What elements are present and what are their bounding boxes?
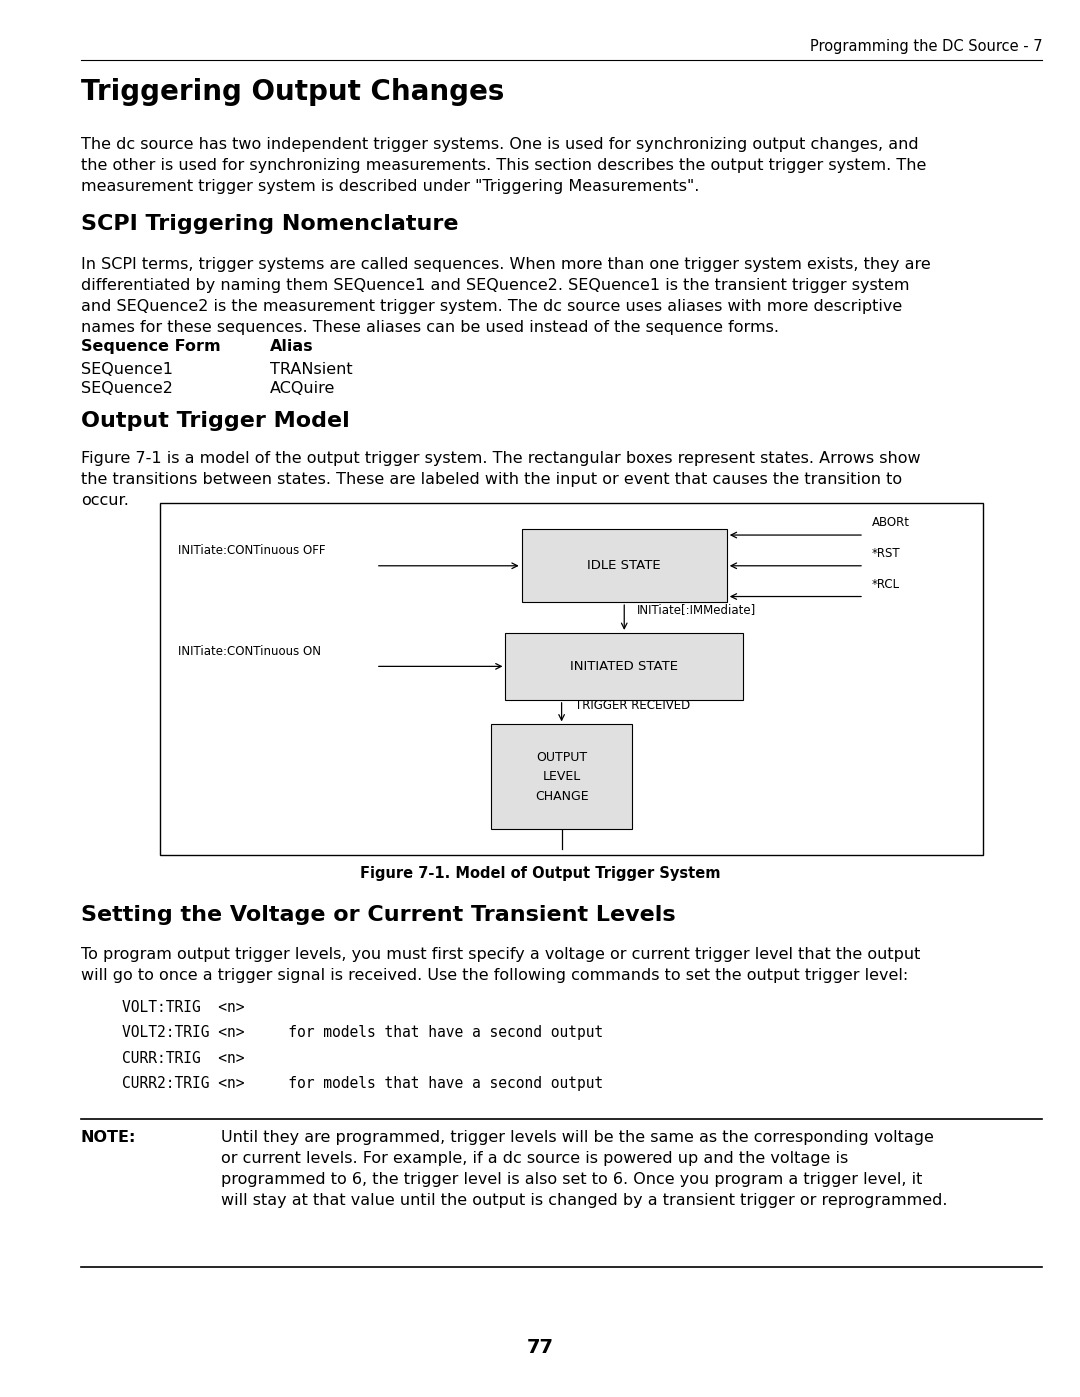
FancyBboxPatch shape: [491, 724, 632, 830]
Text: SCPI Triggering Nomenclature: SCPI Triggering Nomenclature: [81, 214, 459, 233]
Text: Programming the DC Source - 7: Programming the DC Source - 7: [810, 39, 1042, 54]
Text: 77: 77: [527, 1338, 554, 1358]
Text: In SCPI terms, trigger systems are called sequences. When more than one trigger : In SCPI terms, trigger systems are calle…: [81, 257, 931, 335]
Text: SEQuence1: SEQuence1: [81, 362, 173, 377]
Text: INITiate:CONTinuous ON: INITiate:CONTinuous ON: [178, 645, 321, 658]
FancyBboxPatch shape: [160, 503, 983, 855]
Text: Triggering Output Changes: Triggering Output Changes: [81, 78, 504, 106]
Text: LEVEL: LEVEL: [542, 770, 581, 784]
Text: OUTPUT: OUTPUT: [536, 750, 588, 764]
Text: CURR:TRIG  <n>: CURR:TRIG <n>: [122, 1051, 244, 1066]
Text: INITIATED STATE: INITIATED STATE: [570, 659, 678, 673]
FancyBboxPatch shape: [505, 633, 743, 700]
Text: TRANsient: TRANsient: [270, 362, 353, 377]
Text: Setting the Voltage or Current Transient Levels: Setting the Voltage or Current Transient…: [81, 905, 676, 925]
Text: The dc source has two independent trigger systems. One is used for synchronizing: The dc source has two independent trigge…: [81, 137, 927, 194]
Text: NOTE:: NOTE:: [81, 1130, 136, 1146]
Text: Figure 7-1 is a model of the output trigger system. The rectangular boxes repres: Figure 7-1 is a model of the output trig…: [81, 451, 920, 509]
Text: TRIGGER RECEIVED: TRIGGER RECEIVED: [575, 698, 690, 711]
Text: ACQuire: ACQuire: [270, 381, 336, 397]
Text: ABORt: ABORt: [872, 517, 909, 529]
Text: VOLT:TRIG  <n>: VOLT:TRIG <n>: [122, 1000, 244, 1016]
Text: Figure 7-1. Model of Output Trigger System: Figure 7-1. Model of Output Trigger Syst…: [360, 866, 720, 882]
Text: *RCL: *RCL: [872, 578, 900, 591]
Text: INITiate:CONTinuous OFF: INITiate:CONTinuous OFF: [178, 545, 326, 557]
Text: SEQuence2: SEQuence2: [81, 381, 173, 397]
FancyBboxPatch shape: [522, 529, 727, 602]
Text: IDLE STATE: IDLE STATE: [588, 559, 661, 573]
Text: To program output trigger levels, you must first specify a voltage or current tr: To program output trigger levels, you mu…: [81, 947, 920, 983]
Text: CURR2:TRIG <n>     for models that have a second output: CURR2:TRIG <n> for models that have a se…: [122, 1076, 604, 1091]
Text: Until they are programmed, trigger levels will be the same as the corresponding : Until they are programmed, trigger level…: [221, 1130, 948, 1208]
Text: CHANGE: CHANGE: [535, 789, 589, 803]
Text: *RST: *RST: [872, 548, 901, 560]
Text: Sequence Form: Sequence Form: [81, 339, 220, 355]
Text: INITiate[:IMMediate]: INITiate[:IMMediate]: [637, 602, 756, 616]
Text: VOLT2:TRIG <n>     for models that have a second output: VOLT2:TRIG <n> for models that have a se…: [122, 1025, 604, 1041]
Text: Alias: Alias: [270, 339, 313, 355]
Text: Output Trigger Model: Output Trigger Model: [81, 411, 350, 430]
